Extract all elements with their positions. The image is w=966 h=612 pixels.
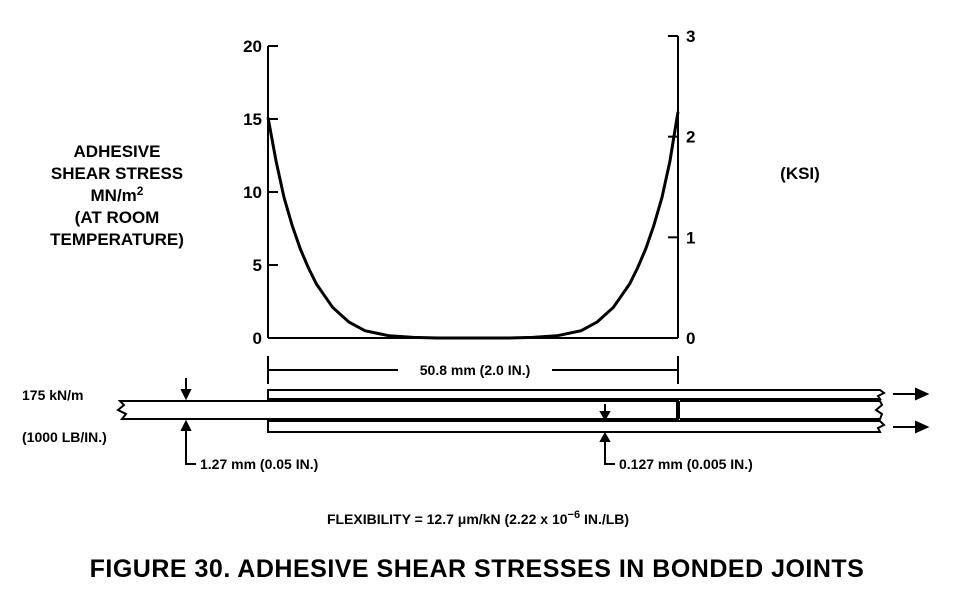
adherend-dim-arrow-top	[180, 389, 192, 401]
figure-caption: FIGURE 30. ADHESIVE SHEAR STRESSES IN BO…	[90, 555, 865, 583]
ylabel-superscript: 2	[137, 184, 144, 198]
flexibility-exponent: −6	[568, 509, 581, 521]
ylabel-line-5: TEMPERATURE)	[50, 230, 184, 249]
flexibility-text: FLEXIBILITY = 12.7 μm/kN (2.22 x 10−6 IN…	[327, 509, 629, 527]
load-us-label: (1000 LB/IN.)	[22, 429, 107, 445]
flexibility-prefix: FLEXIBILITY = 12.7 μm/kN (2.22 x 10	[327, 511, 568, 527]
ylabel-unit: MN/m	[91, 186, 137, 205]
right-tick-label: 2	[686, 128, 695, 147]
adhesive-dim-arrow-top	[599, 411, 611, 422]
adhesive-dim-leader	[604, 440, 615, 465]
right-tick-label: 3	[686, 27, 695, 46]
right-adherend	[680, 400, 884, 420]
left-y-label: ADHESIVE SHEAR STRESS MN/m2 (AT ROOM TEM…	[50, 142, 184, 249]
left-adherend	[116, 400, 679, 420]
right-y-label: (KSI)	[780, 164, 820, 183]
load-arrows	[893, 387, 930, 434]
shear-stress-curve	[266, 111, 680, 340]
adhesive-thickness-dimension	[599, 404, 615, 465]
right-tick-group: 0 1 2 3	[668, 27, 695, 348]
left-tick-group: 0 5 10 15 20	[243, 37, 278, 348]
flexibility-suffix: IN./LB)	[580, 511, 629, 527]
adhesive-thickness-label: 0.127 mm (0.005 IN.)	[619, 456, 753, 472]
ylabel-line-4: (AT ROOM	[75, 208, 160, 227]
left-tick-label: 20	[243, 37, 262, 56]
ylabel-line-1: ADHESIVE	[74, 142, 161, 161]
lower-load-arrow-head	[915, 420, 930, 434]
left-tick-label: 10	[243, 183, 262, 202]
left-tick-label: 0	[253, 329, 262, 348]
top-splice-plate	[267, 389, 886, 400]
adhesive-dim-arrow-bottom	[599, 431, 611, 442]
bond-length-label: 50.8 mm (2.0 IN.)	[420, 362, 531, 378]
right-tick-label: 0	[686, 329, 695, 348]
adherend-thickness-label: 1.27 mm (0.05 IN.)	[200, 456, 318, 472]
upper-load-arrow-head	[915, 387, 930, 401]
joint-schematic	[116, 389, 886, 433]
ylabel-line-2: SHEAR STRESS	[51, 164, 183, 183]
ylabel-line-3: MN/m2	[91, 184, 144, 205]
bond-length-dimension: 50.8 mm (2.0 IN.)	[267, 356, 679, 384]
adherend-thickness-dimension	[180, 378, 196, 465]
adherend-dim-leader	[185, 428, 196, 465]
load-si-label: 175 kN/m	[22, 387, 83, 403]
bottom-splice-plate	[267, 420, 886, 433]
left-tick-label: 15	[243, 110, 262, 129]
right-tick-label: 1	[686, 228, 695, 247]
left-tick-label: 5	[253, 256, 262, 275]
